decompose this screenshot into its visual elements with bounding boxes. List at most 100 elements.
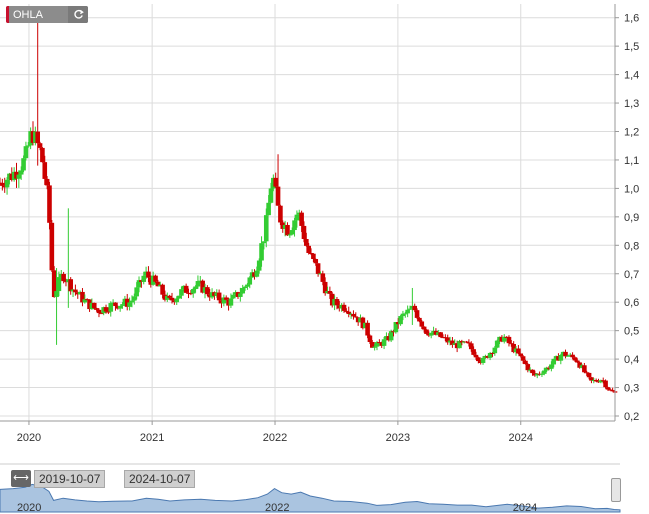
candle-body: [506, 336, 512, 344]
candle-body: [518, 353, 524, 357]
candle-body: [560, 351, 566, 355]
candle-body: [596, 381, 601, 383]
candle-body: [216, 292, 222, 301]
candle-body: [134, 287, 139, 297]
candle-body: [417, 317, 422, 322]
candle-body: [513, 348, 519, 353]
candle-body: [468, 343, 474, 350]
candle-body: [431, 330, 436, 333]
ticker-badge[interactable]: OHLA: [6, 6, 88, 23]
candle-body: [405, 309, 410, 314]
y-tick-label: 0,2: [624, 411, 639, 423]
candle-body: [509, 343, 514, 345]
candle-body: [546, 367, 552, 369]
end-date-input[interactable]: 2024-10-07: [124, 470, 196, 488]
candle-body: [567, 354, 573, 356]
candle-body: [99, 313, 104, 315]
candle-body: [289, 230, 295, 235]
candle-body: [579, 365, 585, 368]
candle-body: [402, 313, 408, 315]
candle-body: [419, 321, 425, 327]
candle-body: [219, 300, 224, 304]
candle-body: [459, 340, 465, 343]
candle-body: [339, 304, 344, 309]
candle-body: [103, 307, 109, 312]
candle-body: [37, 143, 43, 148]
candle-body: [327, 290, 333, 294]
candle-body: [242, 286, 248, 289]
candle-body: [214, 292, 220, 296]
candle-body: [221, 297, 227, 304]
start-date-input[interactable]: 2019-10-07: [34, 470, 106, 488]
navigator-series: [0, 483, 621, 513]
candle-body: [176, 295, 182, 299]
candle-body: [410, 305, 415, 309]
candle-body: [73, 289, 78, 293]
candle-body: [412, 305, 418, 311]
candle-body: [386, 336, 392, 341]
candle-body: [296, 212, 302, 215]
candle-body: [110, 302, 116, 304]
candle-body: [132, 296, 137, 301]
candle-body: [235, 292, 241, 297]
candle-body: [77, 291, 83, 295]
candle-body: [511, 343, 516, 353]
range-arrows-icon[interactable]: ⟷: [11, 470, 31, 487]
x-tick-label: 2021: [140, 432, 164, 444]
candle-body: [464, 341, 469, 343]
candle-body: [348, 313, 354, 315]
candle-body: [407, 308, 413, 310]
candle-body: [537, 373, 542, 375]
y-tick-label: 1,1: [624, 155, 639, 167]
refresh-button[interactable]: [68, 6, 88, 23]
candle-body: [278, 205, 283, 223]
candle-body: [190, 289, 196, 294]
candle-body: [155, 281, 161, 287]
candle-body: [445, 337, 451, 343]
candle-body: [127, 302, 132, 307]
candle-body: [80, 291, 85, 303]
candle-body: [440, 337, 446, 339]
candle-body: [179, 289, 184, 296]
candle-body: [51, 270, 57, 298]
candle-body: [285, 224, 290, 236]
candle-body: [414, 310, 420, 318]
candle-body: [457, 340, 462, 349]
candle-body: [523, 360, 528, 365]
navigator-handle[interactable]: [611, 478, 621, 502]
candle-body: [466, 342, 472, 344]
candle-body: [271, 177, 276, 189]
candle-body: [122, 298, 128, 305]
candle-body: [273, 177, 278, 187]
candle-body: [492, 347, 498, 354]
candle-body: [322, 281, 328, 294]
y-tick-label: 1,5: [624, 41, 639, 53]
candle-body: [360, 317, 366, 329]
candle-body: [358, 317, 363, 323]
candle-body: [311, 253, 316, 260]
y-tick-label: 0,8: [624, 240, 639, 252]
candle-body: [266, 202, 271, 216]
y-tick-label: 1,4: [624, 70, 639, 82]
candle-body: [268, 188, 274, 203]
candle-body: [0, 182, 5, 186]
candle-body: [329, 293, 335, 306]
y-tick-label: 0,9: [624, 212, 639, 224]
candle-body: [183, 285, 189, 293]
candle-body: [11, 171, 17, 181]
y-tick-label: 1,3: [624, 98, 639, 110]
refresh-icon: [73, 9, 84, 19]
candle-body: [565, 355, 571, 357]
candle-body: [299, 212, 304, 226]
candle-body: [58, 273, 64, 278]
candle-body: [61, 273, 66, 282]
candle-body: [16, 174, 22, 179]
candle-body: [315, 263, 321, 274]
candle-body: [226, 299, 231, 306]
candle-body: [447, 340, 453, 343]
candle-body: [367, 335, 373, 342]
candle-body: [124, 298, 130, 307]
candle-body: [490, 352, 495, 354]
candle-body: [113, 302, 118, 307]
x-axis: 2020 2021 2022 2023 2024: [0, 420, 615, 444]
